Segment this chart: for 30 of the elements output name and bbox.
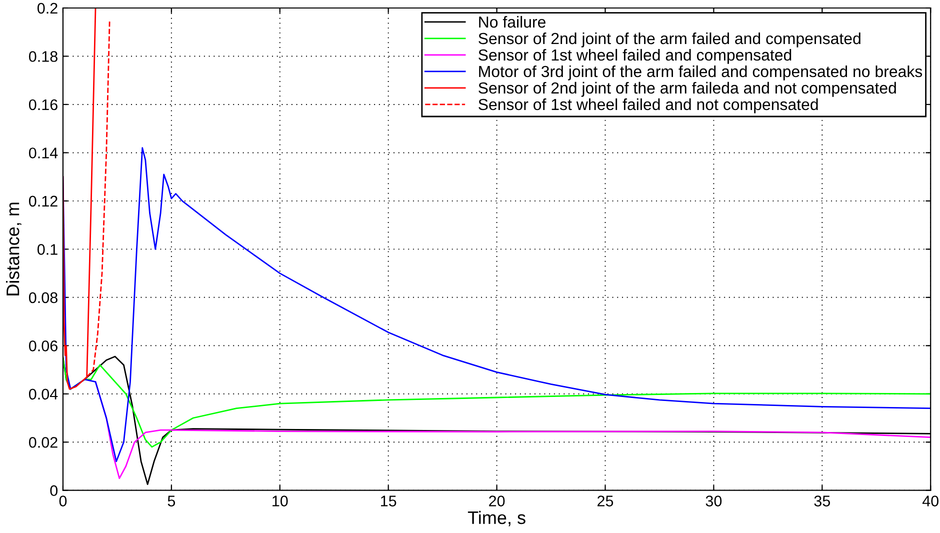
y-tick-label: 0.02 [28, 436, 58, 448]
y-tick-label: 0.18 [28, 51, 58, 62]
x-axis-title: Time, s [468, 510, 526, 526]
legend-label: Sensor of 2nd joint of the arm faileda and not compensated [478, 82, 896, 97]
legend-label: Sensor of 2nd joint of the arm failed and compensated [478, 32, 860, 48]
x-tick-label: 30 [706, 496, 722, 506]
legend-label: No failure [479, 16, 546, 28]
y-axis-title: Distance, m [6, 202, 22, 296]
x-tick-label: 15 [381, 496, 396, 506]
y-tick-label: 0.04 [28, 388, 58, 400]
line-series [62, 147, 931, 462]
x-tick-label: 25 [598, 496, 614, 506]
x-tick-label: 10 [272, 496, 288, 506]
y-tick-label: 0.08 [28, 292, 58, 304]
y-tick-label: 0.16 [28, 99, 58, 110]
line-series [62, 357, 931, 448]
y-tick-label: 0.14 [28, 148, 58, 158]
legend-label: Motor of 3rd joint of the arm failed and compensated no breaks [479, 65, 922, 80]
x-tick-label: 0 [59, 496, 67, 506]
y-tick-label: 0.2 [37, 2, 58, 14]
x-tick-label: 35 [814, 496, 830, 506]
y-tick-label: 0.12 [28, 196, 58, 207]
x-tick-label: 40 [922, 496, 938, 506]
y-tick-label: 0.06 [28, 340, 58, 352]
y-tick-label: 0.1 [37, 244, 58, 255]
legend-label: Sensor of 1st wheel failed and not compensated [478, 98, 818, 114]
y-tick-label: 0 [50, 485, 58, 496]
legend-label: Sensor of 1st wheel failed and compensated [478, 48, 792, 64]
x-tick-label: 5 [168, 496, 176, 506]
x-tick-label: 20 [489, 496, 505, 506]
